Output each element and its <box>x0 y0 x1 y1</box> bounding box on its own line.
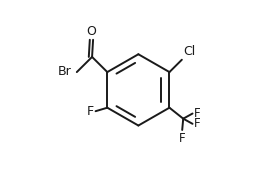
Text: Br: Br <box>58 65 72 78</box>
Text: O: O <box>87 25 96 38</box>
Text: F: F <box>194 117 201 130</box>
Text: F: F <box>179 132 186 145</box>
Text: F: F <box>194 107 201 120</box>
Text: F: F <box>86 105 93 118</box>
Text: Cl: Cl <box>183 45 195 58</box>
